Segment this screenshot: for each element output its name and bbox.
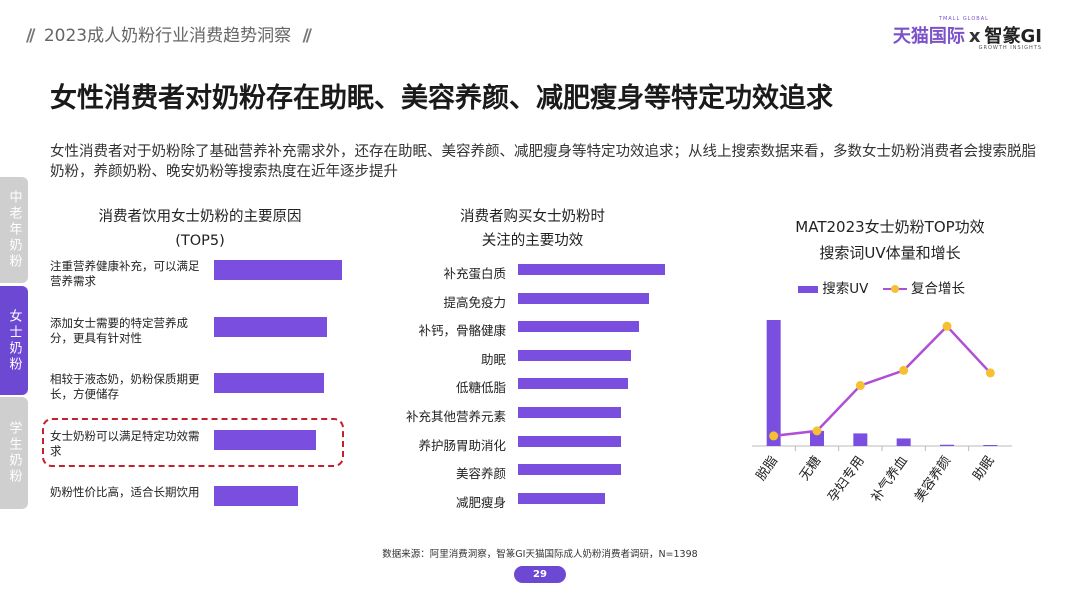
chart2-subtitle: 关注的主要功效 bbox=[481, 233, 584, 249]
chart1-category-label: 女士奶粉可以满足特定功效需求 bbox=[50, 428, 200, 458]
tab-student-milk[interactable]: 学生奶粉 bbox=[0, 397, 28, 509]
data-source: 数据来源：阿里消费洞察，智篆GI天猫国际成人奶粉消费者调研，N=1398 bbox=[382, 549, 698, 560]
chart2-bar bbox=[518, 464, 621, 476]
chart3-bar bbox=[896, 438, 911, 446]
chart3-subtitle: 搜索词UV体量和增长 bbox=[819, 244, 961, 262]
chart1-bar bbox=[214, 260, 342, 280]
chart2-category-label: 美容养颜 bbox=[455, 466, 506, 482]
description: 女性消费者对于奶粉除了基础营养补充需求外，还存在助眠、美容养颜、减肥瘦身等特定功… bbox=[50, 144, 1036, 180]
chart3-growth-line bbox=[773, 324, 992, 438]
chart3-category-label: 无糖 bbox=[796, 453, 824, 483]
highlight-box bbox=[42, 418, 344, 467]
chart2-category-label: 助眠 bbox=[480, 351, 506, 367]
chart3-bar bbox=[810, 430, 824, 446]
brand-tmall: 天猫国际 bbox=[892, 26, 965, 47]
chart2-bar bbox=[518, 349, 632, 361]
chart2-bar bbox=[518, 292, 649, 304]
header-title: 2023成人奶粉行业消费趋势洞察 bbox=[43, 26, 292, 46]
chart3-growth-point bbox=[985, 368, 995, 378]
chart2-category-label: 减肥瘦身 bbox=[455, 494, 506, 510]
legend-line-swatch bbox=[882, 285, 907, 293]
chart2-category-label: 补钙，骨骼健康 bbox=[418, 323, 506, 339]
chart3-growth-point bbox=[769, 431, 779, 441]
chart3-title-block: MAT2023女士奶粉TOP功效 搜索词UV体量和增长 bbox=[760, 214, 1020, 266]
slash-icon: // bbox=[26, 26, 36, 46]
chart1-category-label: 相较于液态奶，奶粉保质期更长，方便储存 bbox=[50, 372, 200, 401]
chart2-bar bbox=[518, 435, 621, 447]
chart3-growth-point bbox=[942, 321, 952, 331]
header-title-area: // 2023成人奶粉行业消费趋势洞察 // bbox=[26, 21, 313, 46]
chart3-category-label: 脱脂 bbox=[754, 454, 781, 484]
legend-growth: 复合增长 bbox=[911, 281, 966, 297]
chart3-bar bbox=[766, 320, 781, 446]
chart3-category-label: 孕妇专用 bbox=[825, 453, 868, 505]
chart3-category-label: 助眠 bbox=[970, 454, 997, 484]
chart1-bar bbox=[214, 373, 325, 393]
chart3-bar bbox=[940, 444, 954, 446]
chart1-category-label: 注重营养健康补充，可以满足营养需求 bbox=[50, 259, 200, 288]
chart3-growth-point bbox=[812, 426, 822, 436]
chart2-bar bbox=[518, 378, 629, 390]
tab-senior-milk[interactable]: 中老年奶粉 bbox=[0, 177, 28, 283]
chart1-bar bbox=[214, 316, 327, 337]
chart3-category-label: 美容养颜 bbox=[911, 453, 954, 505]
brand-gi-sub: GROWTH INSIGHTS bbox=[978, 45, 1042, 51]
brand-x: x bbox=[968, 26, 981, 47]
chart2-bar bbox=[518, 321, 639, 333]
chart2-title-block: 消费者购买女士奶粉时 关注的主要功效 bbox=[400, 205, 665, 253]
chart2-category-label: 补充蛋白质 bbox=[443, 266, 506, 281]
chart3-growth-point bbox=[855, 381, 865, 391]
page-number: 29 bbox=[514, 566, 566, 583]
chart3-category-label: 补气养血 bbox=[868, 453, 911, 505]
chart1-title-block: 消费者饮用女士奶粉的主要原因 (TOP5) bbox=[55, 205, 345, 253]
chart2-category-label: 提高免疫力 bbox=[443, 294, 506, 310]
chart1-title: 消费者饮用女士奶粉的主要原因 bbox=[98, 209, 302, 225]
chart1-category-label: 奶粉性价比高，适合长期饮用 bbox=[50, 485, 200, 499]
brand-gi: 智篆GI bbox=[984, 26, 1042, 47]
slash-icon: // bbox=[302, 26, 313, 46]
legend-bar-swatch bbox=[798, 285, 818, 293]
tab-women-milk[interactable]: 女士奶粉 bbox=[0, 286, 28, 395]
brand-logo: TMALL GLOBAL 天猫国际 x 智篆GI GROWTH INSIGHTS bbox=[892, 16, 1042, 51]
chart2-category-label: 养护肠胃助消化 bbox=[418, 437, 506, 453]
chart1-bar bbox=[214, 486, 299, 506]
chart3-svg: 脱脂 无糖 孕妇专用 补气养血 美容养颜 助眠 bbox=[752, 320, 1012, 505]
chart3-bar bbox=[853, 433, 868, 446]
chart3-legend: 搜索UV 复合增长 bbox=[798, 277, 965, 297]
legend-uv: 搜索UV bbox=[822, 281, 869, 297]
chart1-bar bbox=[214, 429, 317, 450]
chart2-bar bbox=[518, 407, 621, 418]
chart3-title: MAT2023女士奶粉TOP功效 bbox=[795, 218, 985, 236]
chart1-category-label: 添加女士需要的特定营养成分，更具有针对性 bbox=[50, 315, 188, 345]
chart3-growth-point bbox=[899, 365, 909, 375]
chart2-category-label: 低糖低脂 bbox=[455, 380, 506, 396]
chart2-bar bbox=[518, 492, 605, 504]
chart3-bar bbox=[983, 445, 998, 446]
page-title: 女性消费者对奶粉存在助眠、美容养颜、减肥瘦身等特定功效追求 bbox=[50, 83, 833, 114]
chart2-category-label: 补充其他营养元素 bbox=[405, 409, 506, 424]
chart2-bar bbox=[518, 264, 665, 275]
chart2-title: 消费者购买女士奶粉时 bbox=[460, 209, 605, 225]
brand-tmall-sub: TMALL GLOBAL bbox=[938, 16, 989, 22]
chart1-subtitle: (TOP5) bbox=[175, 233, 225, 249]
